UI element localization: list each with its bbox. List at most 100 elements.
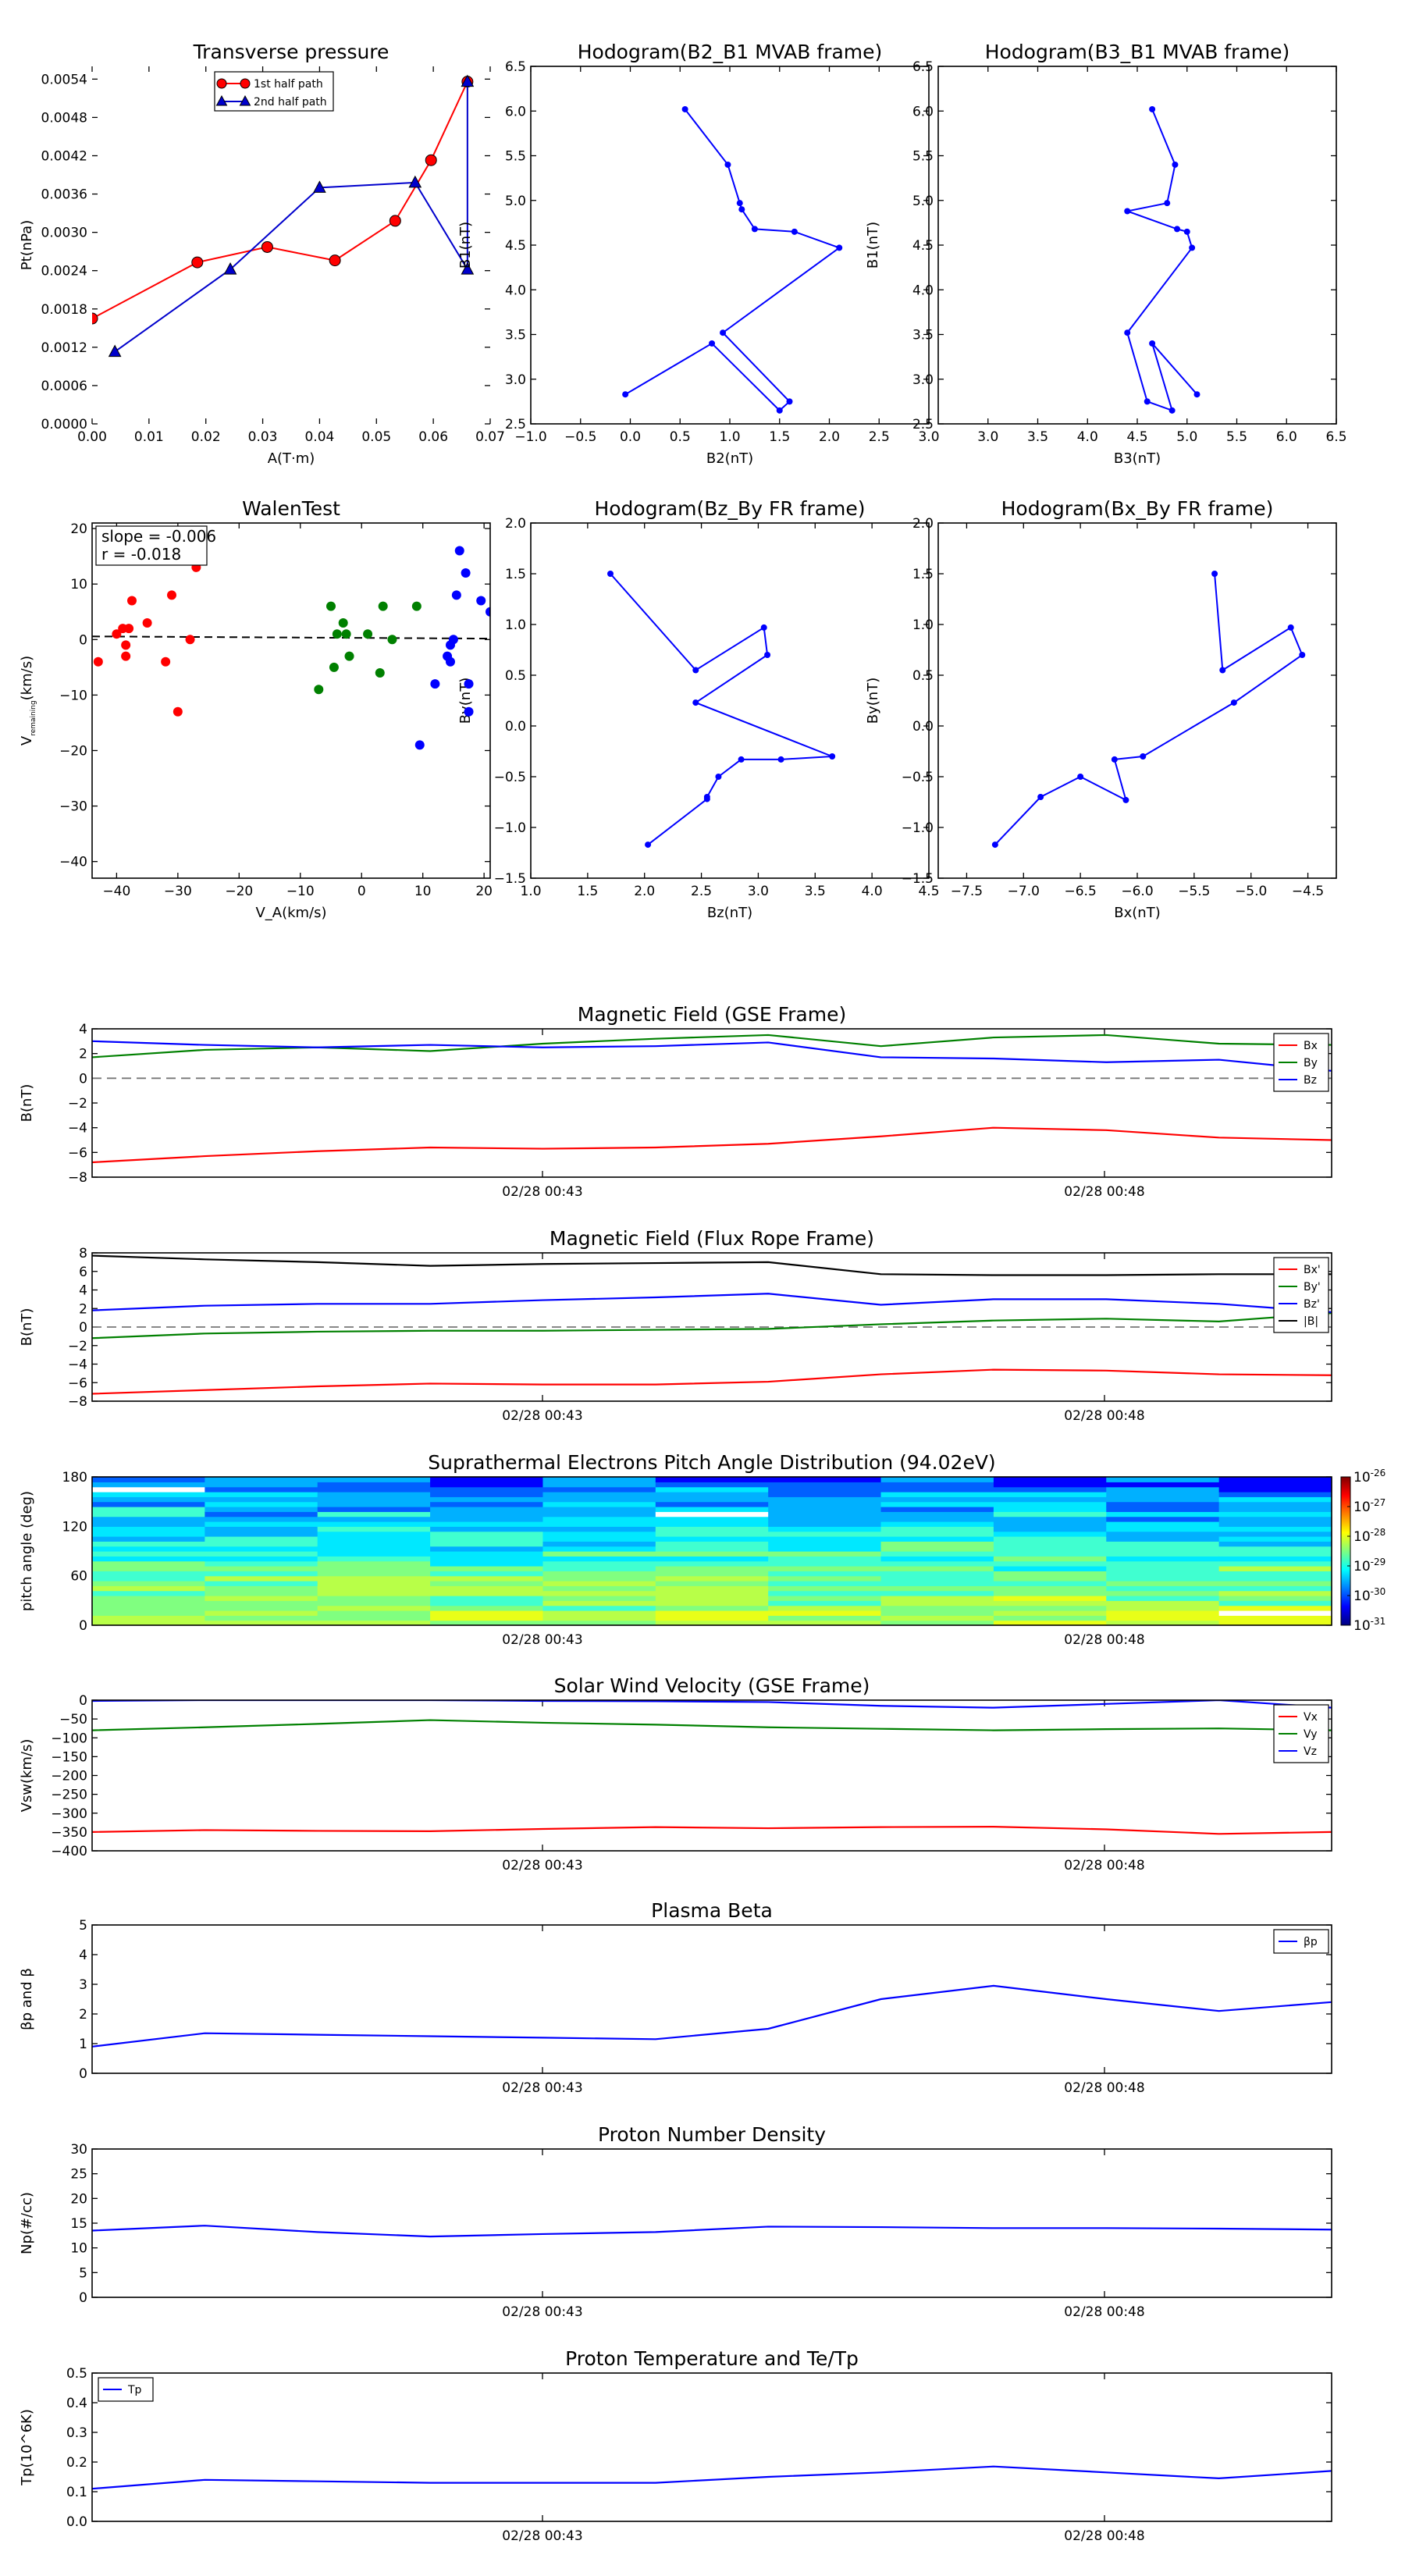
y-tick-label: 2.0: [505, 516, 526, 532]
hodogram-b2-b1-panel: Hodogram(B2_B1 MVAB frame)2.53.03.54.04.…: [457, 41, 940, 467]
x-tick-label: 0.04: [304, 429, 334, 445]
heatmap-cell: [1106, 1620, 1220, 1626]
colorbar-label: 10-28: [1353, 1527, 1385, 1545]
x-tick-label: 1.5: [577, 884, 598, 899]
axes-frame: [91, 1699, 1332, 1852]
heatmap-cell: [542, 1600, 656, 1606]
heatmap-cell: [542, 1521, 656, 1527]
heatmap-cell: [1106, 1556, 1220, 1562]
data-point: [1174, 226, 1180, 233]
heatmap-cell: [317, 1596, 431, 1601]
heatmap-cell: [1218, 1566, 1332, 1571]
x-tick-label: −6.5: [1065, 884, 1097, 899]
heatmap-cell: [655, 1581, 769, 1586]
heatmap-cell: [1106, 1507, 1220, 1512]
heatmap-cell: [768, 1551, 882, 1557]
heatmap-cell: [205, 1507, 318, 1512]
data-point: [313, 180, 326, 193]
heatmap-cell: [317, 1526, 431, 1532]
heatmap-cells: [92, 1477, 1332, 1626]
heatmap-cell: [655, 1516, 769, 1522]
colorbar-label-base: 10: [1353, 1559, 1371, 1574]
data-point: [363, 629, 373, 639]
y-tick-label: 1.0: [505, 617, 526, 633]
heatmap-cell: [317, 1571, 431, 1577]
data-point: [1219, 667, 1226, 674]
heatmap-cell: [880, 1477, 994, 1482]
heatmap-cell: [542, 1482, 656, 1488]
heatmap-cell: [92, 1590, 205, 1596]
data-point: [329, 662, 339, 672]
heatmap-cell: [317, 1581, 431, 1586]
data-point: [645, 841, 652, 849]
y-tick-label: 0.0054: [41, 72, 87, 87]
heatmap-cell: [430, 1610, 544, 1616]
x-tick-label: 6.0: [1276, 429, 1297, 445]
colorbar-label: 10-27: [1353, 1497, 1385, 1515]
heatmap-cell: [1218, 1482, 1332, 1488]
y-axis-label: Vsw(km/s): [19, 1739, 35, 1813]
y-axis-label: Np(#/cc): [19, 2192, 35, 2254]
heatmap-cell: [92, 1605, 205, 1611]
axes-frame: [91, 2372, 1332, 2522]
series-line-tp: [92, 2465, 1332, 2490]
heatmap-cell: [880, 1536, 994, 1542]
y-tick-label: 10: [70, 577, 87, 592]
heatmap-cell: [880, 1516, 994, 1522]
series-line-b: [92, 1254, 1332, 1276]
series-1: [607, 571, 836, 849]
data-point: [777, 756, 784, 763]
heatmap-cell: [993, 1541, 1107, 1547]
y-tick-label: 0: [79, 2290, 87, 2306]
x-tick-label: −1.0: [514, 429, 546, 445]
axes-frame: [91, 1028, 1332, 1178]
x-tick-label: 20: [475, 884, 493, 899]
legend: Bx' By' Bz' |B|: [1273, 1257, 1329, 1333]
series-1: [93, 562, 201, 717]
heatmap-cell: [92, 1507, 205, 1512]
chart-title: Suprathermal Electrons Pitch Angle Distr…: [428, 1451, 995, 1474]
heatmap-cell: [430, 1600, 544, 1606]
chart-title: Solar Wind Velocity (GSE Frame): [554, 1674, 870, 1697]
chart-title: Proton Number Density: [598, 2123, 826, 2146]
colorbar-bar: [1340, 1476, 1351, 1626]
heatmap-cell: [542, 1605, 656, 1611]
heatmap-cell: [430, 1536, 544, 1542]
x-tick-label: −7.0: [1008, 884, 1040, 899]
heatmap-cell: [430, 1571, 544, 1577]
heatmap-cell: [655, 1620, 769, 1626]
y-axis-label: B(nT): [19, 1308, 35, 1347]
heatmap-cell: [993, 1610, 1107, 1616]
heatmap-cell: [542, 1526, 656, 1532]
y-tick-label: 20: [70, 521, 87, 537]
data-point: [326, 601, 336, 611]
data-point: [448, 635, 458, 645]
heatmap-cell: [92, 1546, 205, 1552]
x-tick-label: −30: [164, 884, 192, 899]
heatmap-cell: [205, 1482, 318, 1488]
heatmap-cell: [205, 1546, 318, 1552]
heatmap-cell: [317, 1600, 431, 1606]
y-tick-label: 0.0036: [41, 187, 87, 203]
data-point: [622, 391, 629, 398]
time-tick-label: 02/28 00:43: [502, 2080, 582, 2096]
legend-label: βp: [1304, 1936, 1318, 1948]
data-point: [1183, 228, 1190, 235]
y-tick-label: 0.0018: [41, 302, 87, 318]
x-tick-label: 6.5: [1325, 429, 1346, 445]
y-tick-label: 0.0: [66, 2514, 87, 2530]
data-point: [408, 175, 422, 188]
heatmap-cell: [1106, 1546, 1220, 1552]
time-tick-label: 02/28 00:43: [502, 1184, 582, 1200]
data-point: [1122, 796, 1129, 803]
plot-area: [92, 2465, 1332, 2490]
legend: 1st half path 2nd half path: [214, 71, 334, 112]
heatmap-cell: [993, 1596, 1107, 1601]
heatmap-cell: [993, 1551, 1107, 1557]
y-tick-label: 1.0: [912, 617, 934, 633]
y-tick-label: 5.5: [505, 149, 526, 165]
heatmap-cell: [1106, 1551, 1220, 1557]
magnetic-field-gse-panel: Magnetic Field (GSE Frame) −8 −6 −4 −2 0 2 4 02/…: [19, 1003, 1332, 1200]
